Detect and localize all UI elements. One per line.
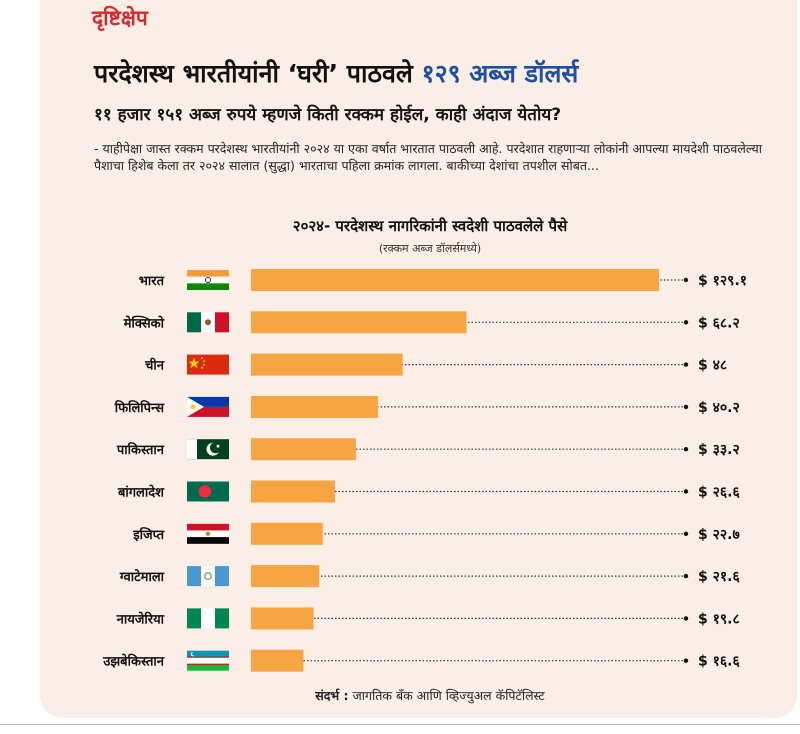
nigeria-flag-icon — [187, 608, 229, 629]
category-label: उझबेकिस्तान — [102, 654, 165, 670]
source-label: संदर्भ : — [315, 688, 349, 703]
category-label: इजिप्त — [132, 527, 164, 543]
source-note: संदर्भ : जागतिक बँक आणि व्हिज्युअल कॅपिट… — [200, 687, 660, 704]
value-label: $ १२९.१ — [698, 273, 747, 289]
bar — [251, 353, 403, 376]
bar — [251, 438, 356, 461]
value-label: $ ४०.२ — [698, 400, 740, 416]
value-label: $ १६.६ — [698, 654, 740, 670]
bar — [251, 269, 659, 291]
india-flag-icon — [187, 270, 229, 290]
leader-dot — [683, 531, 689, 536]
pakistan-flag-icon — [187, 439, 229, 460]
leader-dot — [683, 320, 689, 325]
source-text: जागतिक बँक आणि व्हिज्युअल कॅपिटॅलिस्ट — [348, 688, 545, 703]
philippines-flag-icon — [187, 396, 229, 417]
value-label: $ २६.६ — [698, 485, 740, 501]
category-label: मेक्सिको — [123, 315, 165, 331]
china-flag-icon — [187, 354, 229, 375]
headline-main: परदेशस्थ भारतीयांनी ‘घरी’ पाठवले — [94, 59, 422, 88]
category-label: फिलिपिन्स — [114, 400, 166, 416]
chart-unit-label: (रक्कम अब्ज डॉलर्समध्ये) — [378, 242, 482, 255]
uzbekistan-flag-icon — [187, 650, 229, 671]
value-label: $ ३३.२ — [698, 442, 740, 458]
bar — [251, 522, 323, 545]
bar — [251, 565, 320, 588]
category-label: चीन — [144, 358, 165, 374]
headline-accent: १२९ अब्ज डॉलर्स — [421, 59, 579, 88]
kicker-label: दृष्टिक्षेप — [92, 6, 148, 30]
category-label: बांगलादेश — [117, 485, 165, 501]
chart-title: २०२४- परदेशस्थ नागरिकांनी स्वदेशी पाठवले… — [292, 217, 568, 235]
leader-dot — [683, 658, 689, 663]
leader-dot — [683, 447, 689, 452]
leader-dot — [683, 277, 689, 283]
page-divider — [0, 724, 800, 725]
bar — [251, 480, 336, 503]
value-label: $ २२.७ — [698, 527, 740, 543]
value-label: $ १९.८ — [698, 611, 740, 627]
category-label: भारत — [139, 274, 165, 289]
subheadline: ११ हजार १५१ अब्ज रुपये म्हणजे किती रक्कम… — [94, 105, 562, 125]
headline: परदेशस्थ भारतीयांनी ‘घरी’ पाठवले १२९ अब्… — [94, 56, 578, 90]
bar — [251, 649, 304, 672]
value-label: $ ४८ — [698, 358, 727, 374]
bangladesh-flag-icon — [187, 481, 229, 502]
category-label: ग्वाटेमाला — [119, 569, 165, 585]
category-label: नायजेरिया — [116, 611, 165, 627]
leader-dot — [683, 362, 689, 367]
infographic-card — [40, 0, 797, 718]
bar — [251, 395, 379, 418]
category-label: पाकिस्तान — [116, 442, 165, 458]
leader-dot — [683, 404, 689, 410]
bar — [251, 607, 314, 630]
leader-dot — [683, 573, 689, 579]
leader-dot — [683, 616, 689, 621]
bar — [251, 311, 467, 334]
value-label: $ ६८.२ — [698, 315, 740, 331]
leader-dot — [683, 489, 689, 494]
body-paragraph: - याहीपेक्षा जास्त रक्कम परदेशस्थ भारतीय… — [94, 141, 763, 173]
mexico-flag-icon — [187, 312, 229, 333]
value-label: $ २१.६ — [698, 569, 740, 585]
guatemala-flag-icon — [187, 566, 229, 587]
egypt-flag-icon — [187, 523, 229, 544]
